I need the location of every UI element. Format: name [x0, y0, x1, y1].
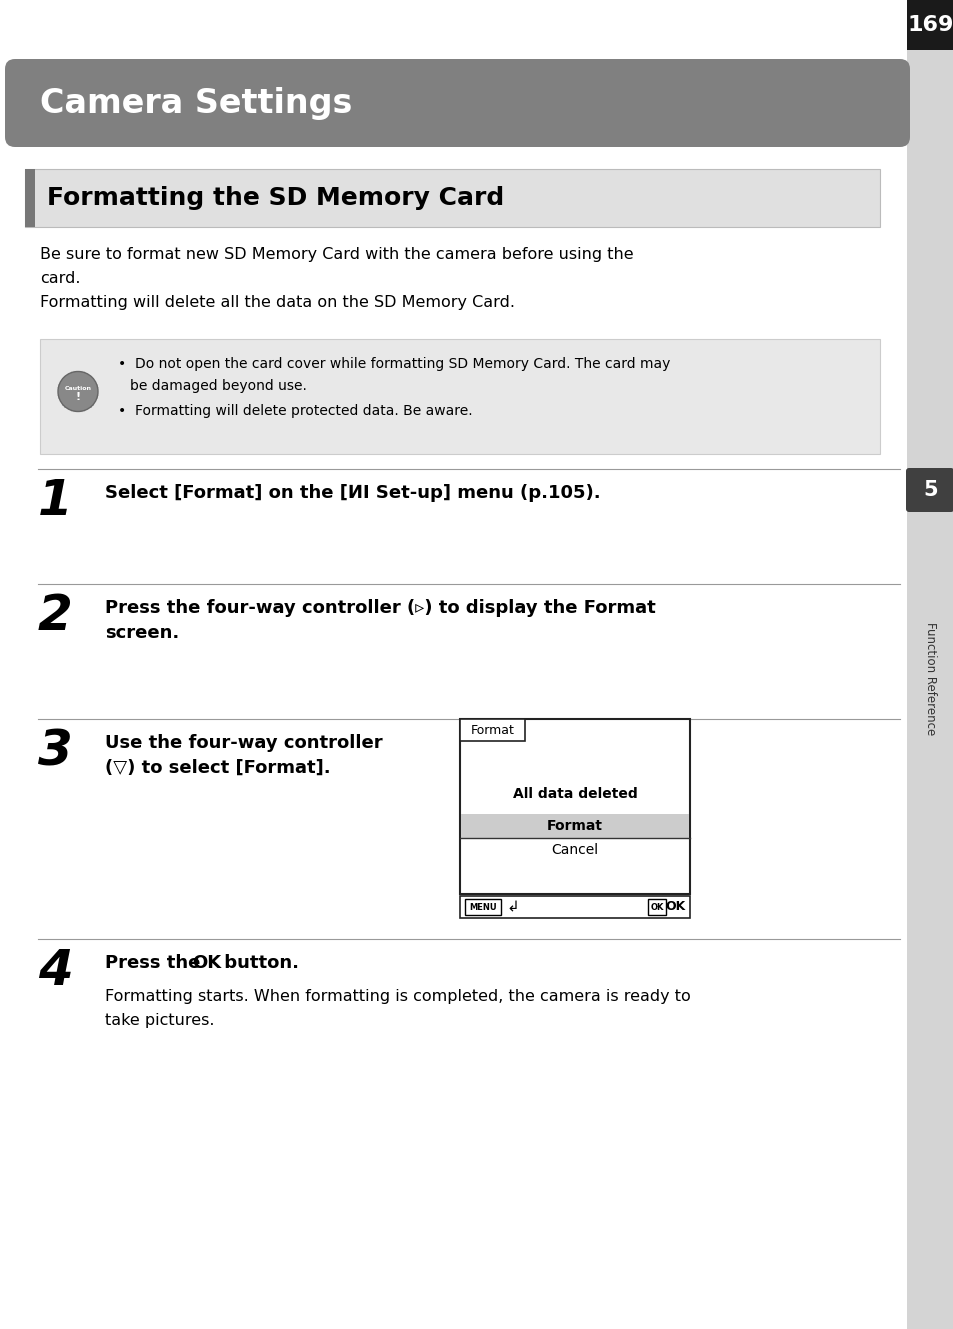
Bar [459, 719, 524, 742]
Text: Caution: Caution [65, 385, 91, 391]
Text: Formatting starts. When formatting is completed, the camera is ready to: Formatting starts. When formatting is co… [105, 989, 690, 1003]
Bar [62, 377, 90, 405]
Text: Be sure to format new SD Memory Card with the camera before using the: Be sure to format new SD Memory Card wit… [40, 247, 633, 262]
Text: Formatting will delete all the data on the SD Memory Card.: Formatting will delete all the data on t… [40, 295, 515, 310]
Text: (▽) to select [Format].: (▽) to select [Format]. [105, 759, 331, 777]
Text: Select [Format] on the [ⵍⅠ Set-up] menu (p.105).: Select [Format] on the [ⵍⅠ Set-up] menu … [105, 484, 600, 502]
Text: Formatting the SD Memory Card: Formatting the SD Memory Card [47, 186, 504, 210]
Text: button.: button. [218, 954, 298, 971]
Text: card.: card. [40, 271, 80, 286]
Text: 1: 1 [38, 477, 72, 525]
Text: Cancel: Cancel [551, 843, 598, 857]
Text: ↲: ↲ [506, 900, 518, 914]
Bar [459, 719, 689, 894]
Text: •  Formatting will delete protected data. Be aware.: • Formatting will delete protected data.… [118, 404, 472, 419]
Text: MENU: MENU [469, 902, 497, 912]
Bar [64, 376, 91, 404]
Text: be damaged beyond use.: be damaged beyond use. [130, 379, 307, 393]
Text: OK: OK [665, 901, 685, 913]
Bar [40, 339, 879, 455]
Bar [459, 896, 689, 918]
Bar [906, 0, 953, 1329]
Text: take pictures.: take pictures. [105, 1013, 214, 1029]
Circle shape [58, 372, 98, 412]
Text: •  Do not open the card cover while formatting SD Memory Card. The card may: • Do not open the card cover while forma… [118, 358, 670, 371]
Bar [58, 371, 96, 409]
Bar [460, 813, 688, 839]
Text: OK: OK [650, 902, 663, 912]
Text: Format: Format [470, 723, 514, 736]
Bar [647, 898, 665, 914]
Text: !: ! [75, 392, 80, 401]
FancyBboxPatch shape [5, 58, 909, 148]
Text: 3: 3 [38, 727, 72, 775]
Text: All data deleted: All data deleted [512, 787, 637, 801]
Bar [61, 371, 99, 409]
Bar [464, 898, 500, 914]
Text: Camera Settings: Camera Settings [40, 86, 352, 120]
Bar [60, 371, 98, 409]
Text: Press the four-way controller (▹) to display the Format: Press the four-way controller (▹) to dis… [105, 599, 655, 617]
Bar [60, 373, 98, 412]
Bar [61, 373, 99, 412]
Text: Use the four-way controller: Use the four-way controller [105, 734, 382, 752]
Text: Function Reference: Function Reference [923, 622, 936, 736]
Text: 169: 169 [906, 15, 953, 35]
Bar [58, 373, 96, 412]
Text: 4: 4 [38, 948, 72, 995]
Bar [25, 169, 35, 227]
Text: Press the: Press the [105, 954, 207, 971]
Text: 2: 2 [38, 591, 72, 641]
Bar [66, 377, 94, 405]
Text: 5: 5 [923, 480, 937, 500]
Bar [64, 380, 91, 408]
Bar [57, 371, 95, 409]
Text: OK: OK [192, 954, 221, 971]
FancyBboxPatch shape [905, 468, 953, 512]
Text: screen.: screen. [105, 625, 179, 642]
Bar [57, 373, 95, 412]
Bar [25, 169, 879, 227]
Bar [906, 0, 953, 51]
Text: Format: Format [546, 819, 602, 833]
